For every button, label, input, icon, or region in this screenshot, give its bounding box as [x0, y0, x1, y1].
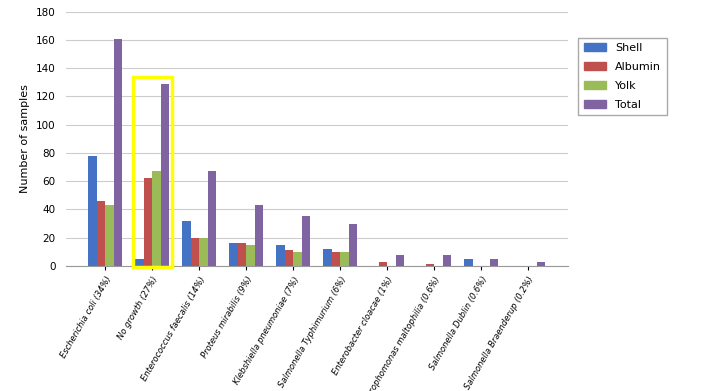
- Bar: [332, 252, 340, 266]
- Bar: [207, 171, 216, 266]
- Bar: [246, 245, 255, 266]
- Bar: [161, 84, 169, 266]
- Y-axis label: Number of samples: Number of samples: [20, 84, 31, 193]
- Legend: Shell, Albumin, Yolk, Total: Shell, Albumin, Yolk, Total: [579, 38, 667, 115]
- Bar: [144, 178, 152, 266]
- Bar: [426, 264, 434, 266]
- Bar: [464, 259, 472, 266]
- Bar: [277, 245, 285, 266]
- Bar: [301, 217, 310, 266]
- Bar: [293, 252, 301, 266]
- Bar: [443, 255, 451, 266]
- Bar: [255, 205, 263, 266]
- Bar: [191, 238, 199, 266]
- Bar: [349, 224, 357, 266]
- Bar: [132, 77, 172, 267]
- Bar: [97, 201, 106, 266]
- Bar: [489, 259, 498, 266]
- Bar: [379, 262, 387, 266]
- Bar: [395, 255, 404, 266]
- Bar: [135, 259, 144, 266]
- Bar: [152, 171, 161, 266]
- Bar: [323, 249, 332, 266]
- Bar: [88, 156, 97, 266]
- Bar: [238, 243, 246, 266]
- Bar: [229, 243, 238, 266]
- Bar: [199, 238, 207, 266]
- Bar: [106, 205, 114, 266]
- Bar: [537, 262, 545, 266]
- Bar: [285, 250, 293, 266]
- Bar: [114, 39, 122, 266]
- Bar: [182, 221, 191, 266]
- Bar: [340, 252, 349, 266]
